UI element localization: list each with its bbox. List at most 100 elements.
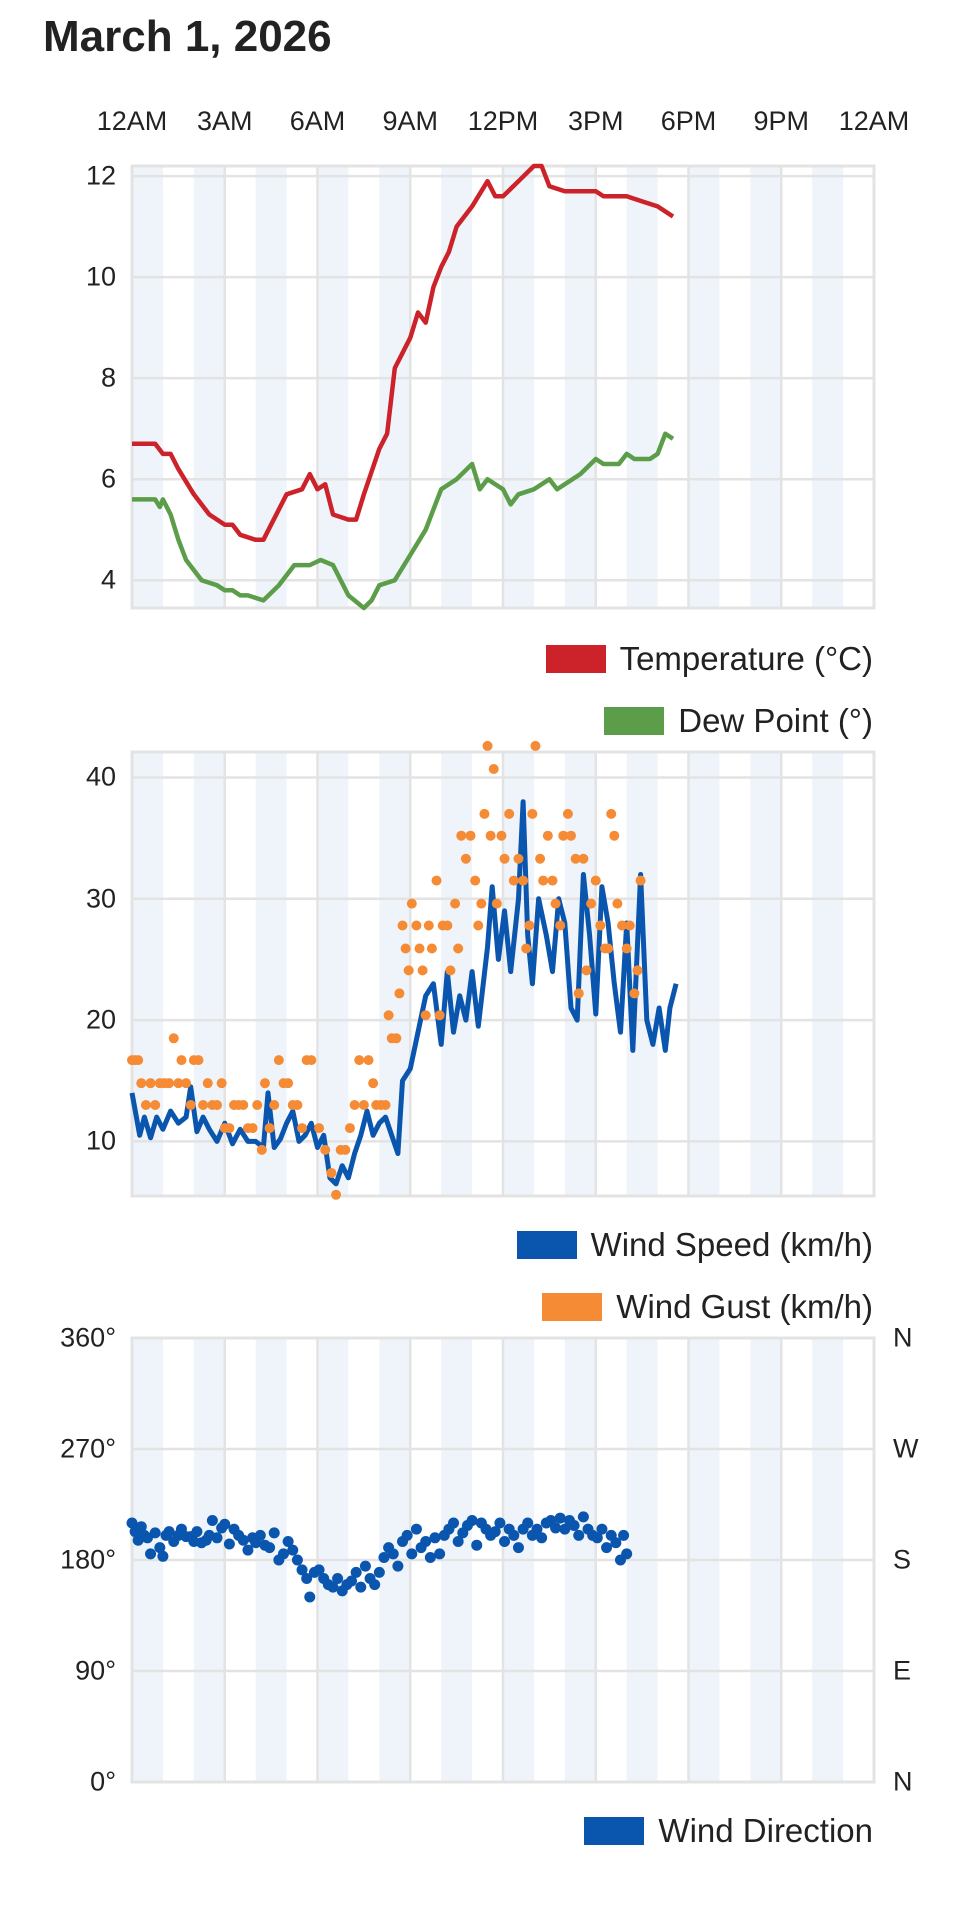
y-tick-label: 20	[85, 1004, 116, 1035]
wind-gust-km-h-point	[173, 1078, 184, 1089]
wind-gust-km-h-point	[164, 1078, 175, 1089]
wind-gust-km-h-point	[176, 1055, 187, 1066]
hour-band	[255, 166, 287, 608]
wind-gust-km-h-point	[331, 1189, 342, 1200]
wind-gust-km-h-point	[344, 1123, 355, 1134]
wind-gust-km-h-point	[423, 920, 434, 931]
x-tick-label: 6PM	[660, 106, 717, 136]
wind-gust-km-h-point	[320, 1144, 331, 1155]
wind-direction-point	[163, 1526, 175, 1538]
compass-label: S	[893, 1544, 912, 1575]
compass-label: E	[893, 1655, 912, 1686]
wind-gust-km-h-point	[555, 920, 566, 931]
wind-direction-point	[429, 1532, 441, 1544]
wind-gust-km-h-point	[550, 898, 561, 909]
wind-gust-km-h-point	[292, 1100, 303, 1111]
compass-label: N	[893, 1322, 913, 1353]
hour-band	[750, 166, 782, 608]
wind-gust-km-h-point	[473, 920, 484, 931]
wind-direction-point	[512, 1542, 524, 1554]
wind-gust-km-h-point	[420, 1010, 431, 1021]
hour-band	[750, 752, 782, 1196]
wind-gust-km-h-point	[491, 898, 502, 909]
wind-direction-point	[452, 1536, 464, 1547]
wind-direction-point	[378, 1552, 390, 1564]
y-tick-label: 12	[85, 160, 116, 191]
wind-gust-km-h-point	[136, 1078, 147, 1089]
plot-frame	[130, 164, 876, 610]
x-tick-label: 12AM	[96, 106, 168, 136]
wind-gust-km-h-point	[212, 1100, 223, 1111]
wind-gust-km-h-point	[562, 808, 573, 819]
dew-point-line	[132, 431, 675, 611]
wind-direction-point	[420, 1536, 432, 1547]
wind-gust-km-h-point	[363, 1055, 374, 1066]
wind-direction-point	[237, 1534, 249, 1546]
wind-gust-km-h-point	[482, 740, 493, 751]
wind-gust-km-h-point	[259, 1078, 270, 1089]
wind-gust-km-h-point	[368, 1078, 379, 1089]
wind-direction-point	[254, 1529, 266, 1541]
wind-direction-point	[499, 1536, 511, 1547]
wind-direction-point	[410, 1523, 422, 1535]
wind-gust-km-h-point	[530, 740, 541, 751]
wind-direction-point	[296, 1564, 308, 1576]
hour-band	[317, 166, 349, 608]
wind-direction-point	[618, 1529, 630, 1541]
hour-band	[688, 752, 720, 1196]
wind-direction-point	[536, 1532, 548, 1544]
wind-gust-km-h-point	[434, 1010, 445, 1021]
wind-gust-km-h-point	[264, 1123, 275, 1134]
wind-direction-point	[573, 1529, 585, 1541]
wind-direction-point	[424, 1552, 436, 1564]
wind-direction-point	[522, 1517, 534, 1529]
wind-direction-point	[494, 1517, 506, 1529]
legend-item-dew-point[interactable]: Dew Point (°)	[604, 702, 873, 740]
wind-gust-km-h-point	[224, 1123, 235, 1134]
hour-band	[379, 752, 411, 1196]
wind-gust-km-h-point	[595, 920, 606, 931]
wind-gust-km-h-point	[578, 853, 589, 864]
legend-item-wind-direction[interactable]: Wind Direction	[584, 1812, 873, 1850]
wind-gust-km-h-point	[349, 1100, 360, 1111]
wind-direction-point	[327, 1581, 339, 1593]
wind-gust-km-h-point	[542, 830, 553, 841]
legend-item-temperature[interactable]: Temperature (°C)	[545, 640, 873, 678]
x-tick-label: 12PM	[467, 106, 539, 136]
wind-gust-km-h-point	[508, 875, 519, 886]
wind-gust-km-h-point	[414, 943, 425, 954]
x-tick-label: 3AM	[196, 106, 253, 136]
wind-gust-km-h-point	[450, 898, 461, 909]
legend-item-wind-gust[interactable]: Wind Gust (km/h)	[542, 1288, 873, 1326]
wind-direction-point	[291, 1554, 303, 1566]
wind-gust-km-h-point	[326, 1167, 337, 1178]
wind-direction-point	[359, 1560, 371, 1572]
wind-gust-km-h-point	[391, 1033, 402, 1044]
legend-item-wind-speed[interactable]: Wind Speed (km/h)	[516, 1226, 873, 1264]
wind-gust-km-h-point	[479, 808, 490, 819]
y-tick-label: 10	[85, 261, 116, 292]
wind-gust-km-h-point	[406, 898, 417, 909]
wind-direction-point	[277, 1548, 289, 1560]
wind-gust-km-h-point	[306, 1055, 317, 1066]
wind-direction-point	[268, 1527, 280, 1539]
wind-gust-km-h-point	[624, 920, 635, 931]
wind-gust-km-h-point	[635, 875, 646, 886]
wind-direction-point	[601, 1542, 613, 1554]
y-tick-label: 90°	[75, 1655, 116, 1686]
wind-direction-point	[135, 1521, 147, 1533]
hour-band	[503, 752, 534, 1196]
wind-gust-km-h-point	[581, 965, 592, 976]
wind-direction-point	[154, 1542, 166, 1554]
wind-direction-point	[332, 1573, 344, 1584]
x-tick-label: 9AM	[382, 106, 439, 136]
wind-direction-point	[392, 1560, 404, 1572]
hour-band	[317, 752, 349, 1196]
hour-band	[193, 166, 225, 608]
wind-direction-point	[264, 1542, 276, 1554]
wind-direction-point	[206, 1515, 218, 1527]
legend-label: Wind Direction	[658, 1812, 873, 1849]
legend-label: Wind Speed (km/h)	[590, 1226, 873, 1263]
dew-point-swatch	[604, 707, 665, 735]
